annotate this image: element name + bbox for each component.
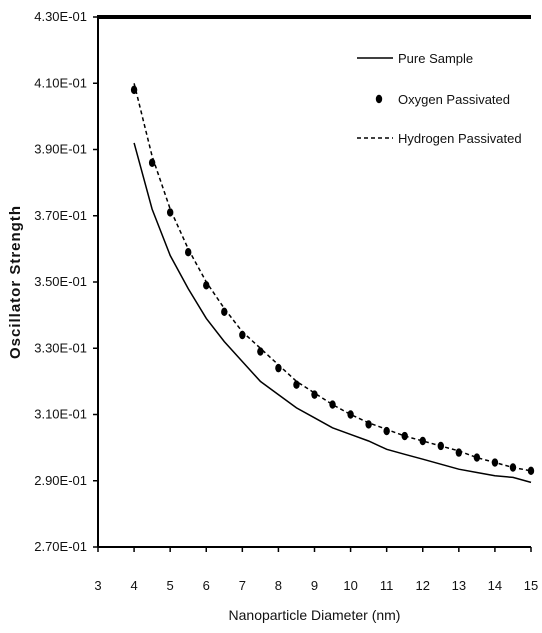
x-axis-title: Nanoparticle Diameter (nm) (229, 607, 401, 623)
legend-label-hydrogen-passivated: Hydrogen Passivated (398, 131, 522, 146)
oxygen-passivated-point (455, 448, 463, 457)
y-tick-label: 2.90E-01 (34, 473, 87, 488)
x-tick-label: 6 (203, 578, 210, 593)
y-tick-label: 3.90E-01 (34, 142, 87, 157)
y-axis-ticks: 2.70E-01 2.90E-01 3.10E-01 3.30E-01 3.50E-01… (34, 9, 98, 554)
y-tick-label: 4.10E-01 (34, 75, 87, 90)
y-tick-label: 4.30E-01 (34, 9, 87, 24)
legend-label-oxygen-passivated: Oxygen Passivated (398, 92, 510, 107)
oxygen-passivated-point (527, 466, 535, 476)
oxygen-passivated-point (329, 400, 336, 409)
y-axis-title: Oscillator Strength (7, 205, 24, 359)
y-tick-label: 3.70E-01 (34, 208, 87, 223)
x-tick-label: 5 (167, 578, 174, 593)
x-tick-label: 10 (343, 578, 357, 593)
y-tick-label: 3.50E-01 (34, 274, 87, 289)
x-tick-label: 15 (524, 578, 538, 593)
x-tick-label: 3 (94, 578, 101, 593)
legend-marker-oxygen-passivated (375, 94, 383, 104)
x-tick-label: 13 (452, 578, 466, 593)
x-tick-label: 8 (275, 578, 282, 593)
pure-sample-line (133, 142, 532, 484)
oxygen-passivated-point (185, 247, 192, 257)
oxygen-passivated-point (148, 158, 156, 167)
x-tick-label: 7 (239, 578, 246, 593)
x-tick-label: 4 (130, 578, 137, 593)
oxygen-passivated-point (473, 453, 481, 462)
x-axis-ticks: 3 4 5 6 7 8 9 10 11 12 13 14 15 (94, 547, 538, 593)
x-tick-label: 11 (380, 578, 394, 593)
oxygen-passivated-point (257, 347, 264, 356)
oxygen-passivated-point (383, 426, 390, 436)
y-tick-label: 2.70E-01 (34, 539, 87, 554)
series-layer (130, 83, 535, 484)
x-tick-label: 12 (416, 578, 430, 593)
x-tick-label: 9 (311, 578, 318, 593)
oxygen-passivated-point (419, 436, 426, 446)
legend: Pure Sample Oxygen Passivated Hydrogen Pas… (357, 51, 522, 146)
oxygen-passivated-point (203, 281, 210, 290)
oxygen-passivated-point (166, 208, 174, 217)
hydrogen-passivated-line (133, 83, 532, 472)
legend-label-pure-sample: Pure Sample (398, 51, 473, 66)
oxygen-passivated-point (347, 410, 354, 419)
oxygen-passivated-point (293, 380, 300, 389)
y-tick-label: 3.10E-01 (34, 407, 87, 422)
x-tick-label: 14 (488, 578, 502, 593)
y-tick-label: 3.30E-01 (34, 340, 87, 355)
